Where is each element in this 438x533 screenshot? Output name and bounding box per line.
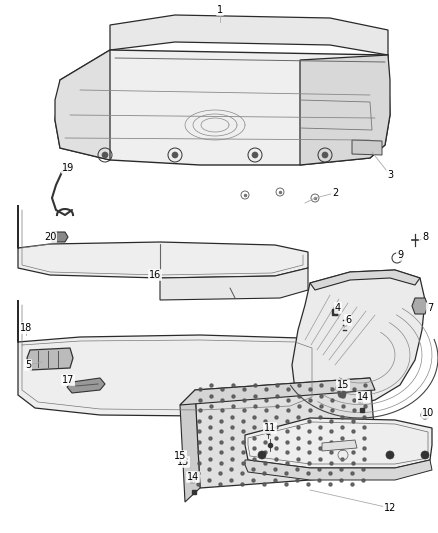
Text: 14: 14 <box>357 392 369 402</box>
Text: 15: 15 <box>174 451 186 461</box>
Text: 14: 14 <box>187 472 199 482</box>
Polygon shape <box>18 205 308 278</box>
Text: 16: 16 <box>149 270 161 280</box>
Polygon shape <box>352 140 382 155</box>
Polygon shape <box>310 270 420 290</box>
Text: 3: 3 <box>387 170 393 180</box>
Circle shape <box>172 152 178 158</box>
Circle shape <box>258 451 266 459</box>
Text: 6: 6 <box>345 315 351 325</box>
Polygon shape <box>245 418 432 468</box>
Text: 10: 10 <box>422 408 434 418</box>
Circle shape <box>179 456 187 464</box>
Text: 15: 15 <box>337 380 349 390</box>
Polygon shape <box>110 15 388 55</box>
Polygon shape <box>67 378 105 393</box>
Text: 4: 4 <box>335 303 341 313</box>
Polygon shape <box>27 348 73 370</box>
Text: 12: 12 <box>384 503 396 513</box>
Text: 20: 20 <box>44 232 56 242</box>
Polygon shape <box>55 50 110 160</box>
Polygon shape <box>180 378 375 405</box>
Polygon shape <box>322 440 357 451</box>
Text: 7: 7 <box>427 303 433 313</box>
Polygon shape <box>300 55 390 165</box>
Circle shape <box>338 390 346 398</box>
Text: 8: 8 <box>422 232 428 242</box>
Text: 2: 2 <box>332 188 338 198</box>
Text: 19: 19 <box>62 163 74 173</box>
Circle shape <box>386 451 394 459</box>
Polygon shape <box>195 378 378 488</box>
Text: 1: 1 <box>217 5 223 15</box>
Text: 11: 11 <box>264 423 276 433</box>
Polygon shape <box>412 298 428 314</box>
Polygon shape <box>180 390 200 502</box>
Circle shape <box>421 451 429 459</box>
Text: 5: 5 <box>25 360 31 370</box>
Polygon shape <box>52 232 68 242</box>
Text: 13: 13 <box>177 457 189 467</box>
Polygon shape <box>18 300 318 416</box>
Text: 9: 9 <box>397 250 403 260</box>
Text: 18: 18 <box>20 323 32 333</box>
Polygon shape <box>245 460 432 480</box>
Polygon shape <box>292 270 425 408</box>
Text: 17: 17 <box>62 375 74 385</box>
Circle shape <box>252 152 258 158</box>
Polygon shape <box>55 50 390 165</box>
Circle shape <box>322 152 328 158</box>
Polygon shape <box>160 268 308 300</box>
Circle shape <box>336 384 344 392</box>
Circle shape <box>102 152 108 158</box>
